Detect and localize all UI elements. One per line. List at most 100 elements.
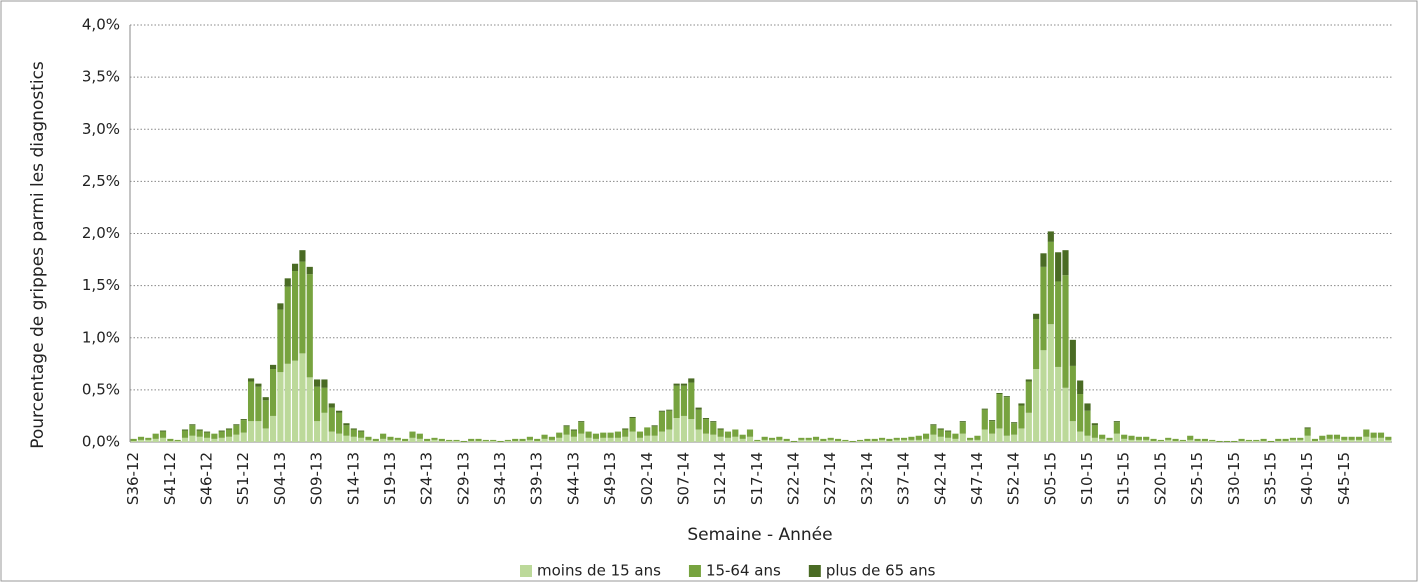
bar-segment — [798, 439, 805, 442]
bar-segment — [878, 439, 886, 442]
x-tick-label: S22-14 — [785, 452, 803, 505]
bar-segment — [959, 421, 966, 423]
bar-segment — [130, 438, 137, 441]
x-tick-label: S19-13 — [381, 452, 399, 505]
bar-segment — [159, 431, 167, 438]
bar-segment — [1055, 252, 1062, 282]
x-tick-label: S35-15 — [1261, 452, 1279, 505]
bar-segment — [886, 438, 893, 441]
bar-segment — [1113, 433, 1120, 442]
bar-segment — [1297, 439, 1304, 442]
x-tick-label: S39-13 — [528, 452, 546, 505]
bar-segment — [570, 429, 577, 431]
bar-segment — [1363, 436, 1370, 442]
bar-segment — [570, 430, 577, 437]
bar-segment — [1223, 440, 1230, 442]
bar-segment — [394, 437, 401, 440]
bar-segment — [211, 438, 218, 442]
bar-segment — [343, 435, 350, 442]
bar-segment — [556, 437, 563, 442]
x-tick-label: S41-12 — [161, 452, 179, 505]
bar-segment — [534, 440, 541, 442]
bar-segment — [358, 431, 365, 438]
bar-segment — [1040, 350, 1047, 442]
bar-segment — [996, 428, 1003, 442]
x-tick-label: S14-13 — [344, 452, 362, 505]
bar-segment — [842, 439, 849, 441]
bar-segment — [915, 439, 922, 442]
y-tick-label: 2,5% — [82, 172, 120, 190]
bar-segment — [1033, 313, 1040, 319]
bar-segment — [292, 360, 299, 442]
legend-label: moins de 15 ans — [537, 562, 661, 580]
bar-segment — [431, 437, 438, 440]
bar-segment — [607, 437, 614, 442]
bar-segment — [622, 429, 629, 437]
bar-segment — [1062, 275, 1069, 388]
bar-segment — [211, 433, 218, 439]
bar-segment — [269, 369, 277, 416]
bar-segment — [1025, 412, 1032, 442]
bar-segment — [1055, 281, 1062, 367]
bar-segment — [1201, 438, 1208, 441]
bar-segment — [1370, 432, 1377, 438]
bar-segment — [1165, 437, 1172, 440]
bar-segment — [299, 261, 306, 354]
x-tick-label: S47-14 — [968, 452, 986, 505]
bar-segment — [827, 439, 834, 442]
bar-segment — [893, 437, 900, 440]
x-tick-label: S20-15 — [1151, 452, 1169, 505]
bar-segment — [218, 437, 225, 442]
bar-segment — [269, 364, 277, 370]
bar-segment — [1091, 425, 1098, 438]
bar-segment — [1150, 438, 1157, 441]
bar-segment — [900, 439, 908, 442]
bar-segment — [1282, 440, 1289, 442]
bar-segment — [1319, 435, 1326, 440]
bar-segment — [321, 412, 328, 442]
bar-segment — [871, 438, 878, 441]
bar-segment — [1128, 439, 1135, 442]
bar-segment — [504, 439, 511, 441]
bar-segment — [805, 439, 812, 442]
bar-segment — [1304, 428, 1311, 436]
bar-segment — [732, 429, 739, 437]
bar-segment — [181, 429, 189, 431]
bar-segment — [189, 435, 196, 442]
bar-segment — [1033, 369, 1040, 442]
bar-segment — [1311, 440, 1319, 442]
bar-segment — [1069, 421, 1076, 442]
bar-segment — [1282, 438, 1289, 441]
bar-segment — [218, 430, 225, 432]
bar-segment — [1275, 440, 1282, 442]
bar-segment — [372, 440, 379, 442]
bar-segment — [1209, 440, 1216, 442]
bar-segment — [1084, 435, 1091, 442]
bar-segment — [658, 411, 666, 432]
legend-label: 15-64 ans — [706, 562, 781, 580]
bar-segment — [1084, 410, 1091, 436]
bar-segment — [717, 428, 724, 430]
y-tick-label: 3,5% — [82, 68, 120, 86]
bar-segment — [1003, 396, 1010, 398]
bar-segment — [519, 440, 526, 442]
bar-segment — [314, 386, 321, 422]
bar-segment — [321, 387, 328, 413]
x-tick-label: S25-15 — [1188, 452, 1206, 505]
bar-segment — [394, 439, 401, 442]
bar-segment — [915, 435, 922, 440]
bar-segment — [1025, 379, 1032, 382]
legend-swatch — [688, 565, 701, 577]
bar-segment — [387, 436, 394, 440]
bar-segment — [989, 420, 996, 422]
bar-segment — [812, 439, 820, 442]
bar-segment — [438, 438, 445, 441]
bar-segment — [996, 394, 1003, 429]
bar-segment — [1341, 439, 1348, 442]
bar-segment — [402, 438, 409, 441]
bar-segment — [196, 429, 203, 431]
x-tick-label: S40-15 — [1298, 452, 1316, 505]
y-axis-title: Pourcentage de grippes parmi les diagnos… — [28, 61, 48, 449]
bar-segment — [1033, 318, 1040, 370]
